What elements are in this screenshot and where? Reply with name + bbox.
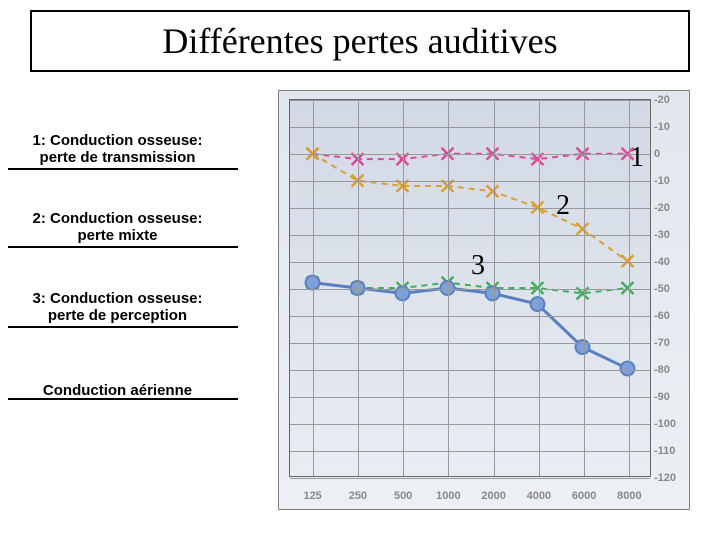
y-tick-label: -30: [654, 229, 686, 241]
legend-item-4: Conduction aérienne: [10, 382, 225, 399]
y-tick-label: -20: [654, 202, 686, 214]
page-title: Différentes pertes auditives: [162, 21, 557, 61]
x-tick-label: 6000: [572, 490, 596, 502]
x-tick-label: 2000: [481, 490, 505, 502]
grid-v: [313, 100, 314, 476]
grid-h: [290, 100, 650, 101]
title-box: Différentes pertes auditives: [30, 10, 690, 72]
y-tick-label: -10: [654, 121, 686, 133]
legend-rule: [8, 326, 238, 328]
series-num-label-2: 2: [556, 190, 570, 222]
y-tick-label: -20: [654, 94, 686, 106]
chart-svg: [290, 100, 650, 476]
legend-rule: [8, 398, 238, 400]
y-tick-label: -80: [654, 364, 686, 376]
grid-h: [290, 451, 650, 452]
y-tick-label: -40: [654, 256, 686, 268]
chart-frame: -20-100-10-20-30-40-50-60-70-80-90-100-1…: [278, 90, 690, 510]
grid-h: [290, 235, 650, 236]
y-tick-label: 0: [654, 148, 686, 160]
x-tick-label: 250: [349, 490, 367, 502]
series-num-label-1: 1: [630, 142, 644, 174]
x-tick-label: 8000: [617, 490, 641, 502]
x-tick-label: 1000: [436, 490, 460, 502]
grid-v: [358, 100, 359, 476]
legend-item-3: 3: Conduction osseuse:perte de perceptio…: [10, 290, 225, 325]
y-tick-label: -90: [654, 391, 686, 403]
y-tick-label: -100: [654, 418, 686, 430]
grid-h: [290, 127, 650, 128]
y-tick-label: -110: [654, 445, 686, 457]
y-tick-label: -120: [654, 472, 686, 484]
grid-v: [584, 100, 585, 476]
grid-h: [290, 181, 650, 182]
grid-v: [448, 100, 449, 476]
grid-v: [539, 100, 540, 476]
x-tick-label: 125: [303, 490, 321, 502]
legend-item-2: 2: Conduction osseuse:perte mixte: [10, 210, 225, 245]
grid-v: [403, 100, 404, 476]
y-tick-label: -70: [654, 337, 686, 349]
grid-h: [290, 424, 650, 425]
grid-h: [290, 397, 650, 398]
grid-h: [290, 316, 650, 317]
plot-area: -20-100-10-20-30-40-50-60-70-80-90-100-1…: [289, 99, 651, 477]
grid-h: [290, 262, 650, 263]
grid-h: [290, 208, 650, 209]
grid-h: [290, 154, 650, 155]
series-num-label-3: 3: [471, 250, 485, 282]
x-tick-label: 4000: [527, 490, 551, 502]
grid-v: [494, 100, 495, 476]
legend-label: 3: Conduction osseuse:perte de perceptio…: [10, 290, 225, 325]
grid-h: [290, 478, 650, 479]
x-tick-label: 500: [394, 490, 412, 502]
legend-label: Conduction aérienne: [10, 382, 225, 399]
legend-item-1: 1: Conduction osseuse:perte de transmiss…: [10, 132, 225, 167]
y-tick-label: -60: [654, 310, 686, 322]
legend-label: 2: Conduction osseuse:perte mixte: [10, 210, 225, 245]
y-tick-label: -10: [654, 175, 686, 187]
y-tick-label: -50: [654, 283, 686, 295]
grid-h: [290, 343, 650, 344]
legend-rule: [8, 168, 238, 170]
legend-rule: [8, 246, 238, 248]
grid-h: [290, 289, 650, 290]
grid-h: [290, 370, 650, 371]
legend-label: 1: Conduction osseuse:perte de transmiss…: [10, 132, 225, 167]
